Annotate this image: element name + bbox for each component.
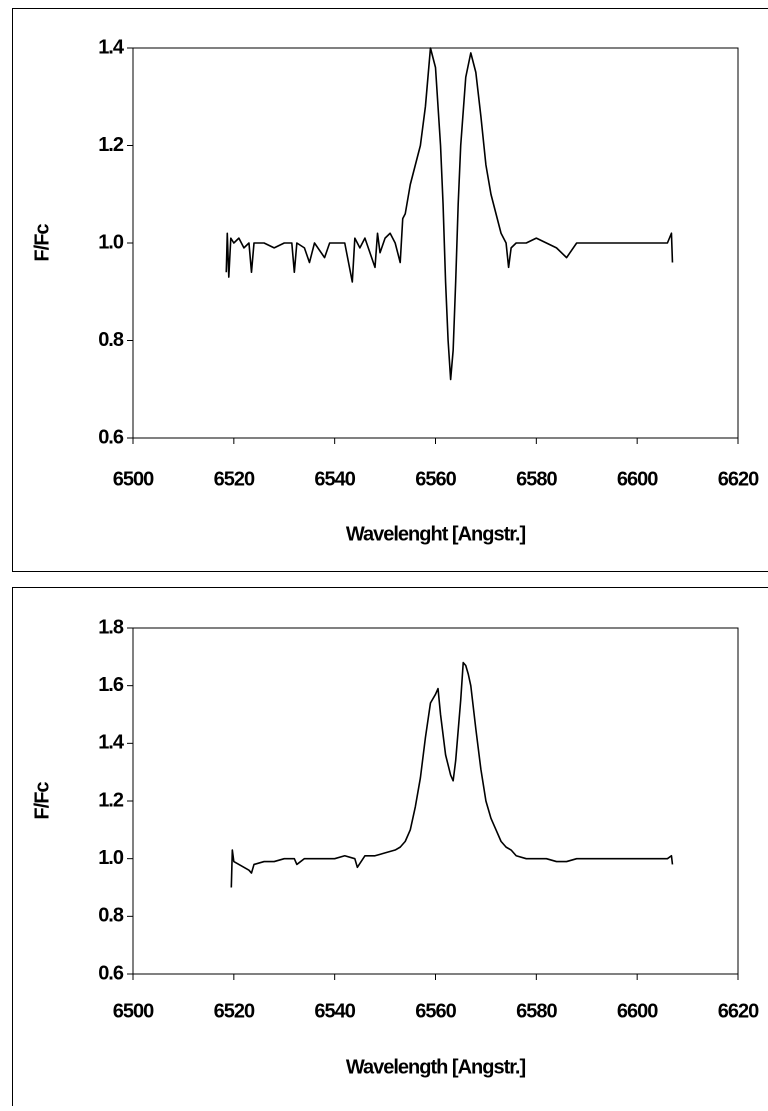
plot-area [133,628,738,974]
y-tick-label: 0.8 [98,905,124,927]
x-tick-label: 6560 [415,468,456,490]
y-axis-title: F/Fc [31,224,53,262]
x-axis-title: Wavelenght [Angstr.] [346,523,526,545]
x-tick-label: 6500 [113,1000,154,1022]
x-tick-label: 6520 [214,1000,255,1022]
y-tick-label: 0.6 [98,426,124,448]
x-tick-label: 6620 [718,1000,759,1022]
spectrum-line [231,663,672,888]
y-tick-label: 1.0 [98,231,124,253]
x-axis-title: Wavelength [Angstr.] [346,1056,526,1078]
x-tick-label: 6600 [617,468,658,490]
y-tick-label: 1.4 [98,732,125,754]
y-tick-label: 1.8 [98,616,124,638]
x-tick-label: 6580 [516,1000,557,1022]
x-tick-label: 6540 [314,468,355,490]
y-tick-label: 0.8 [98,329,124,351]
y-tick-label: 1.0 [98,847,124,869]
y-tick-label: 0.6 [98,962,124,984]
y-tick-label: 1.6 [98,674,124,696]
x-tick-label: 6500 [113,468,154,490]
y-tick-label: 1.2 [98,134,124,156]
x-tick-label: 6580 [516,468,557,490]
x-tick-label: 6620 [718,468,759,490]
x-tick-label: 6600 [617,1000,658,1022]
y-tick-label: 1.2 [98,789,124,811]
x-tick-label: 6540 [314,1000,355,1022]
x-tick-label: 6520 [214,468,255,490]
y-axis-title: F/Fc [31,782,53,820]
y-tick-label: 1.4 [98,36,125,58]
panel-frame [13,588,768,1107]
x-tick-label: 6560 [415,1000,456,1022]
spectrum-line [226,48,672,380]
